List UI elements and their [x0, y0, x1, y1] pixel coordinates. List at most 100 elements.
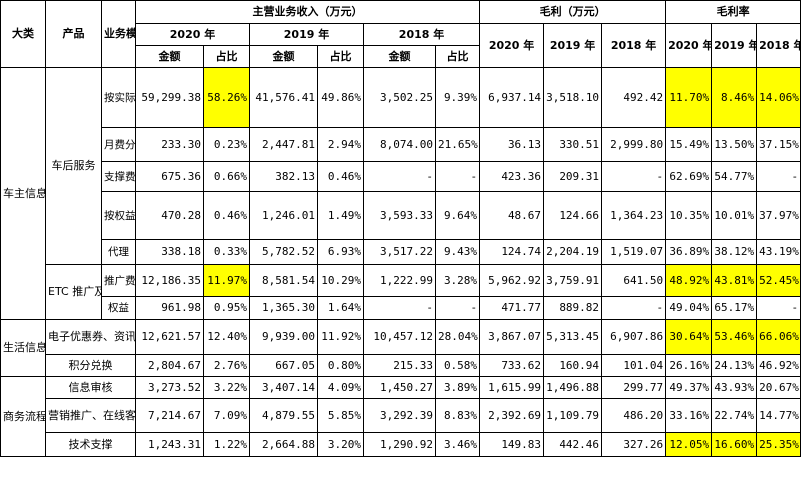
value-cell: 1,450.27 — [363, 376, 436, 399]
product-cell: 电子优惠券、资讯互提 — [45, 319, 136, 355]
value-cell: 889.82 — [543, 296, 603, 320]
value-cell: 330.51 — [543, 127, 603, 162]
value-cell: 24.13% — [711, 354, 758, 377]
value-cell: 1,246.01 — [249, 191, 318, 240]
value-cell: 53.46% — [711, 319, 758, 355]
value-cell: 1.22% — [203, 432, 250, 457]
value-cell: 20.67% — [756, 376, 801, 399]
value-cell: 733.62 — [479, 354, 545, 377]
value-cell: 961.98 — [135, 296, 204, 320]
value-cell: 21.65% — [434, 127, 481, 162]
table-row: 支撑费 675.36 0.66% 382.13 0.46% - - 423.36… — [1, 161, 801, 192]
header-gp-2020: 2020 年 — [479, 23, 545, 68]
header-amount: 金额 — [135, 45, 204, 68]
header-m-2020: 2020 年 — [665, 23, 713, 68]
value-cell: 36.13 — [479, 127, 545, 162]
table-row: 商务流程服务 信息审核 3,273.52 3.22% 3,407.14 4.09… — [0, 376, 801, 457]
value-cell: 10.01% — [711, 191, 758, 240]
value-cell: 1,290.92 — [363, 432, 436, 457]
value-cell: 6,907.86 — [601, 319, 667, 355]
value-cell: 41,576.41 — [249, 67, 318, 128]
value-cell: 33.16% — [665, 398, 713, 433]
table-row: 技术支撑 1,243.31 1.22% 2,664.88 3.20% 1,290… — [1, 432, 801, 457]
value-cell: 215.33 — [363, 354, 436, 377]
value-cell: 101.04 — [601, 354, 667, 377]
value-cell: 6.93% — [317, 239, 364, 265]
value-cell: 7,214.67 — [135, 398, 204, 433]
value-cell: 15.49% — [665, 127, 713, 162]
table-row: 车主信息服务 车后服务 按实际服务量计价 59,299.38 58.26% 41… — [0, 67, 801, 320]
value-cell: - — [756, 161, 801, 192]
value-cell: 149.83 — [479, 432, 545, 457]
value-cell: 2.94% — [317, 127, 364, 162]
value-cell: 48.92% — [665, 264, 713, 297]
value-cell: 492.42 — [601, 67, 667, 128]
value-cell: 124.74 — [479, 239, 545, 265]
value-cell: 12,186.35 — [135, 264, 204, 297]
value-cell: 5,962.92 — [479, 264, 545, 297]
value-cell: 49.86% — [317, 67, 364, 128]
value-cell: 3,759.91 — [543, 264, 603, 297]
value-cell: 49.04% — [665, 296, 713, 320]
header-rev-2018: 2018 年 — [362, 23, 481, 46]
value-cell: 3,593.33 — [363, 191, 436, 240]
value-cell: 3,273.52 — [135, 376, 204, 399]
value-cell: 1,496.88 — [543, 376, 603, 399]
value-cell: 9.39% — [434, 67, 481, 128]
value-cell: 2.76% — [203, 354, 250, 377]
value-cell: 28.04% — [434, 319, 481, 355]
header-category: 大类 — [0, 0, 46, 68]
value-cell: 9.43% — [434, 239, 481, 265]
value-cell: - — [363, 161, 436, 192]
category-cell: 车主信息服务 — [0, 67, 46, 320]
value-cell: 423.36 — [479, 161, 545, 192]
value-cell: 12,621.57 — [135, 319, 204, 355]
value-cell: 9.64% — [434, 191, 481, 240]
header-mode: 业务模式 — [101, 0, 136, 68]
value-cell: 43.81% — [711, 264, 758, 297]
value-cell: 0.46% — [317, 161, 364, 192]
value-cell: 30.64% — [665, 319, 713, 355]
value-cell: 46.92% — [756, 354, 801, 377]
revenue-table: 大类 产品 业务模式 主营业务收入（万元） 毛利（万元） 毛利率 2020 年 … — [0, 0, 801, 457]
value-cell: 4.09% — [317, 376, 364, 399]
value-cell: 48.67 — [479, 191, 545, 240]
value-cell: 8.83% — [434, 398, 481, 433]
value-cell: 338.18 — [135, 239, 204, 265]
header-revenue-group: 主营业务收入（万元） — [134, 0, 481, 24]
value-cell: 10.35% — [665, 191, 713, 240]
value-cell: 3.22% — [203, 376, 250, 399]
value-cell: 7.09% — [203, 398, 250, 433]
table-row: 营销推广、在线客服 7,214.67 7.09% 4,879.55 5.85% … — [1, 398, 801, 433]
value-cell: 2,392.69 — [479, 398, 545, 433]
value-cell: 12.05% — [665, 432, 713, 457]
value-cell: 8.46% — [711, 67, 758, 128]
value-cell: 3.89% — [434, 376, 481, 399]
mode-cell: 代理 — [101, 239, 136, 265]
table-row: 权益 961.98 0.95% 1,365.30 1.64% - - 471.7… — [1, 296, 801, 320]
header-product: 产品 — [45, 0, 102, 68]
value-cell: 66.06% — [756, 319, 801, 355]
value-cell: 124.66 — [543, 191, 603, 240]
value-cell: 1,222.99 — [363, 264, 436, 297]
value-cell: 471.77 — [479, 296, 545, 320]
value-cell: 58.26% — [203, 67, 250, 128]
value-cell: 4,879.55 — [249, 398, 318, 433]
value-cell: 3.20% — [317, 432, 364, 457]
value-cell: 11.92% — [317, 319, 364, 355]
product-cell: ETC 推广及服务 — [45, 264, 102, 320]
value-cell: 327.26 — [601, 432, 667, 457]
value-cell: 37.15% — [756, 127, 801, 162]
value-cell: 11.97% — [203, 264, 250, 297]
value-cell: 12.40% — [203, 319, 250, 355]
value-cell: 6,937.14 — [479, 67, 545, 128]
product-cell: 车后服务 — [45, 67, 102, 265]
value-cell: 8,581.54 — [249, 264, 318, 297]
value-cell: 3,407.14 — [249, 376, 318, 399]
mode-cell: 推广费 — [101, 264, 136, 297]
value-cell: 299.77 — [601, 376, 667, 399]
value-cell: 52.45% — [756, 264, 801, 297]
header-rev-2019: 2019 年 — [249, 23, 364, 46]
value-cell: 16.60% — [711, 432, 758, 457]
table-row: 生活信息服务 电子优惠券、资讯互提 12,621.57 12.40% 9,939… — [0, 319, 801, 377]
